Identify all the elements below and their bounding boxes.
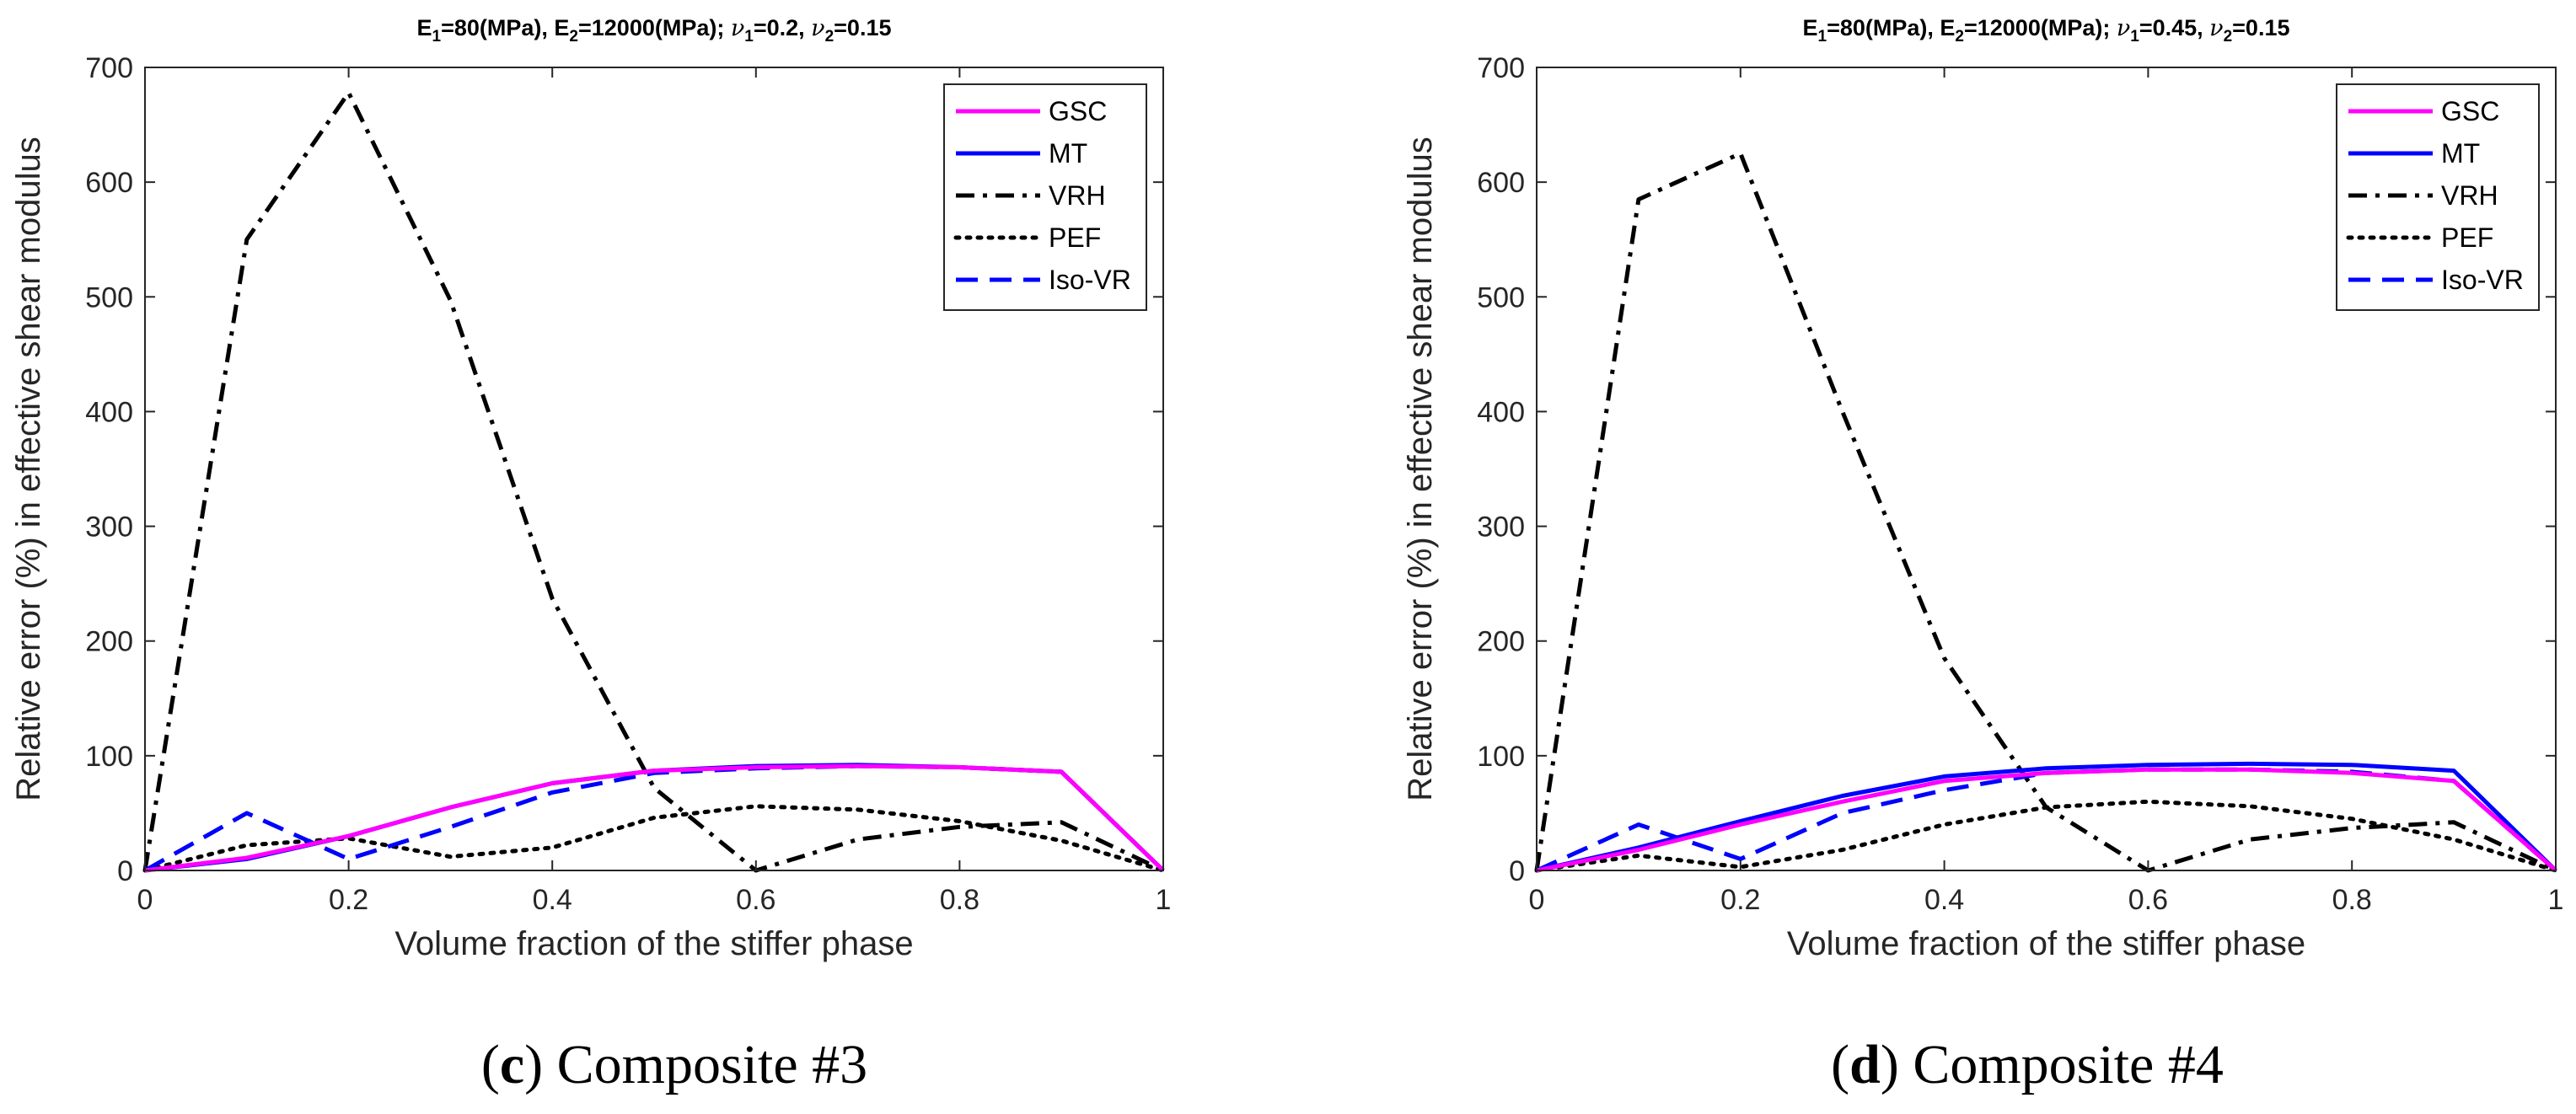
y-axis-label: Relative error (%) in effective shear mo…	[1402, 137, 1439, 801]
x-tick-label: 0.8	[940, 884, 979, 916]
series-line-vrh	[1534, 151, 2557, 873]
legend-box	[2336, 83, 2540, 311]
legend-entry-gsc: GSC	[2441, 96, 2499, 126]
chart-title: E1=80(MPa), E2=12000(MPa); ν1=0.45, ν2=0…	[1803, 15, 2290, 46]
x-tick-label: 0.4	[533, 884, 572, 916]
chart-composite-4: 0 0.2 0.4 0.6 0.8 1 0 100 200 300 400 500 600 700 Volu…	[1402, 15, 2563, 1095]
legend: GSC MT VRH PEF Iso-VR	[943, 83, 1147, 311]
series-group	[1534, 151, 2558, 873]
x-tick-label: 0	[1529, 884, 1545, 916]
legend-entry-vrh: VRH	[1049, 180, 1106, 211]
legend-entry-iso-vr: Iso-VR	[1049, 265, 1131, 295]
y-tick-label: 200	[1477, 626, 1525, 658]
y-tick-label: 500	[85, 281, 133, 313]
y-tick-label: 100	[85, 741, 133, 773]
x-tick-label: 1	[1156, 884, 1172, 916]
figure-caption: (d) Composite #4	[1831, 1034, 2224, 1095]
x-tick-label: 0.2	[1720, 884, 1760, 916]
x-tick-label: 0	[137, 884, 153, 916]
y-tick-label: 0	[1509, 855, 1525, 887]
chart-composite-3: 0 0.2 0.4 0.6 0.8 1 0 100 200 300 400 500 600 700 Volu…	[10, 15, 1171, 1095]
series-group	[142, 90, 1166, 873]
y-tick-label: 300	[1477, 511, 1525, 544]
y-tick-label: 400	[1477, 396, 1525, 428]
y-tick-label: 500	[1477, 281, 1525, 313]
x-tick-label: 0.6	[2128, 884, 2168, 916]
x-axis-label: Volume fraction of the stiffer phase	[394, 925, 913, 962]
legend-entry-iso-vr: Iso-VR	[2441, 265, 2524, 295]
legend-entry-pef: PEF	[1049, 222, 1101, 253]
y-tick-label: 400	[85, 396, 133, 428]
chart-title: E1=80(MPa), E2=12000(MPa); ν1=0.2, ν2=0.…	[417, 15, 892, 46]
legend-entry-gsc: GSC	[1049, 96, 1107, 126]
series-line-gsc	[1536, 767, 2557, 873]
axes-box	[144, 67, 1164, 871]
figure-caption: (c) Composite #3	[481, 1034, 867, 1095]
series-line-vrh	[142, 90, 1165, 873]
legend-entry-vrh: VRH	[2441, 180, 2498, 211]
x-tick-label: 1	[2548, 884, 2564, 916]
legend-entry-pef: PEF	[2441, 222, 2493, 253]
y-tick-label: 700	[1477, 52, 1525, 84]
y-tick-label: 200	[85, 626, 133, 658]
y-axis-label: Relative error (%) in effective shear mo…	[10, 137, 47, 801]
x-tick-label: 0.8	[2332, 884, 2372, 916]
legend: GSC MT VRH PEF Iso-VR	[2336, 83, 2540, 311]
x-tick-label: 0.4	[1924, 884, 1964, 916]
y-tick-label: 600	[1477, 167, 1525, 199]
legend-entry-mt: MT	[2441, 138, 2480, 169]
y-tick-label: 600	[85, 167, 133, 199]
legend-entry-mt: MT	[1049, 138, 1087, 169]
y-tick-label: 100	[1477, 741, 1525, 773]
series-line-pef	[142, 804, 1166, 873]
axes-box	[1536, 67, 2557, 871]
x-tick-label: 0.6	[736, 884, 775, 916]
y-tick-label: 700	[85, 52, 133, 84]
legend-box	[943, 83, 1147, 311]
x-tick-label: 0.2	[329, 884, 368, 916]
series-line-mt	[1536, 761, 2557, 873]
series-line-gsc	[144, 763, 1165, 873]
y-tick-label: 300	[85, 511, 133, 544]
y-tick-label: 0	[117, 855, 133, 887]
x-axis-label: Volume fraction of the stiffer phase	[1787, 925, 2305, 962]
